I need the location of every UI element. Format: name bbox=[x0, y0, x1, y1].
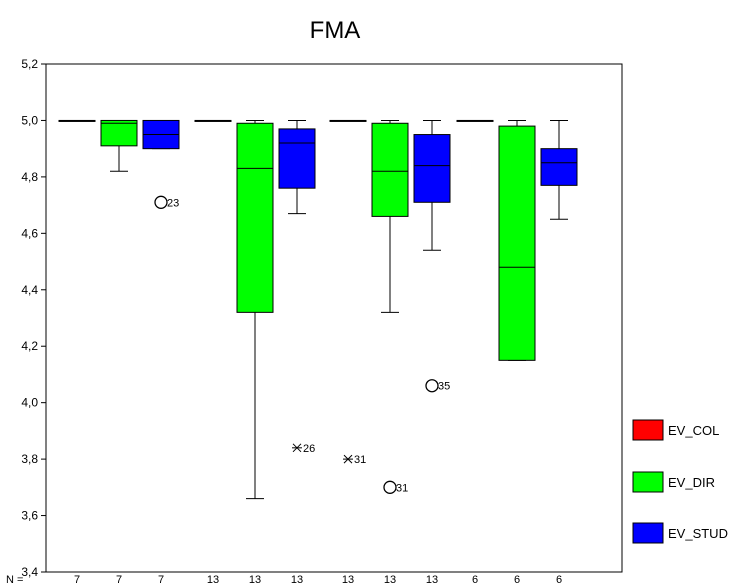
box-body bbox=[100, 119, 138, 147]
box-ev-col-3 bbox=[329, 119, 367, 122]
box-ev-dir-1 bbox=[100, 119, 138, 172]
y-tick-label: 5,0 bbox=[21, 113, 38, 127]
n-values: 7 13 13 6 7 13 13 6 7 13 13 6 bbox=[74, 574, 562, 586]
box-body bbox=[236, 122, 274, 313]
y-tick-label: 3,6 bbox=[21, 509, 38, 523]
box-ev-dir-2 bbox=[236, 119, 274, 500]
n-value: 13 bbox=[384, 574, 396, 586]
n-value: 7 bbox=[74, 574, 80, 586]
legend-swatch bbox=[632, 522, 664, 544]
y-tick-label: 4,4 bbox=[21, 283, 38, 297]
outlier-circle bbox=[383, 480, 397, 494]
outlier-marker: 31 bbox=[343, 454, 366, 466]
outlier-circle bbox=[425, 379, 439, 393]
legend-item-ev-dir: EV_DIR bbox=[632, 471, 715, 493]
legend-swatch bbox=[632, 471, 664, 493]
box-layer bbox=[58, 119, 578, 500]
y-tick-label: 4,6 bbox=[21, 226, 38, 240]
n-value: 7 bbox=[116, 574, 122, 586]
outlier-star bbox=[343, 454, 353, 464]
legend-item-ev-col: EV_COL bbox=[632, 419, 719, 441]
box-ev-dir-3 bbox=[371, 119, 409, 313]
outlier-marker: 35 bbox=[425, 379, 450, 393]
y-tick-label: 4,0 bbox=[21, 396, 38, 410]
y-tick-label: 5,2 bbox=[21, 57, 38, 71]
n-value: 13 bbox=[249, 574, 261, 586]
n-value: 13 bbox=[207, 574, 219, 586]
box-body bbox=[278, 128, 316, 189]
outlier-label: 23 bbox=[167, 197, 179, 209]
legend-label: EV_STUD bbox=[668, 526, 728, 541]
box-body bbox=[413, 134, 451, 203]
legend-swatch bbox=[632, 419, 664, 441]
outlier-marker: 31 bbox=[383, 480, 408, 494]
outlier-circle bbox=[154, 195, 168, 209]
outlier-label: 26 bbox=[303, 443, 315, 455]
box-body bbox=[371, 122, 409, 217]
outlier-layer: 31 31 23 26 35 bbox=[154, 195, 450, 494]
n-value: 6 bbox=[556, 574, 562, 586]
outlier-label: 31 bbox=[354, 454, 366, 466]
legend-label: EV_COL bbox=[668, 423, 719, 438]
box-ev-col-2 bbox=[194, 119, 232, 122]
legend-label: EV_DIR bbox=[668, 475, 715, 490]
box-ev-stud-4 bbox=[540, 119, 578, 220]
outlier-label: 31 bbox=[396, 482, 408, 494]
outlier-marker: 26 bbox=[292, 443, 315, 455]
n-value: 13 bbox=[426, 574, 438, 586]
y-tick-label: 4,8 bbox=[21, 170, 38, 184]
box-ev-dir-4 bbox=[498, 119, 536, 361]
box-ev-stud-1 bbox=[142, 119, 180, 150]
outlier-label: 35 bbox=[438, 381, 450, 393]
n-label: N = bbox=[6, 574, 23, 586]
box-body bbox=[540, 148, 578, 186]
outlier-star bbox=[292, 443, 302, 453]
outlier-marker: 23 bbox=[154, 195, 179, 209]
n-value: 13 bbox=[342, 574, 354, 586]
legend-item-ev-stud: EV_STUD bbox=[632, 522, 728, 544]
box-ev-stud-2 bbox=[278, 119, 316, 215]
y-tick-label: 4,2 bbox=[21, 339, 38, 353]
n-value: 7 bbox=[158, 574, 164, 586]
n-value: 6 bbox=[472, 574, 478, 586]
box-ev-col-1 bbox=[58, 119, 96, 122]
n-value: 13 bbox=[291, 574, 303, 586]
chart-title: FMA bbox=[310, 17, 361, 44]
box-ev-stud-3 bbox=[413, 119, 451, 251]
box-ev-col-4 bbox=[456, 119, 494, 122]
y-axis: 3,4 3,6 3,8 4,0 4,2 4,4 4,6 4,8 5,0 5,2 bbox=[21, 57, 46, 579]
box-body bbox=[498, 125, 536, 361]
legend: EV_COL EV_DIR EV_STUD bbox=[632, 419, 728, 544]
y-tick-label: 3,4 bbox=[21, 565, 38, 579]
y-tick-label: 3,8 bbox=[21, 452, 38, 466]
n-value: 6 bbox=[514, 574, 520, 586]
